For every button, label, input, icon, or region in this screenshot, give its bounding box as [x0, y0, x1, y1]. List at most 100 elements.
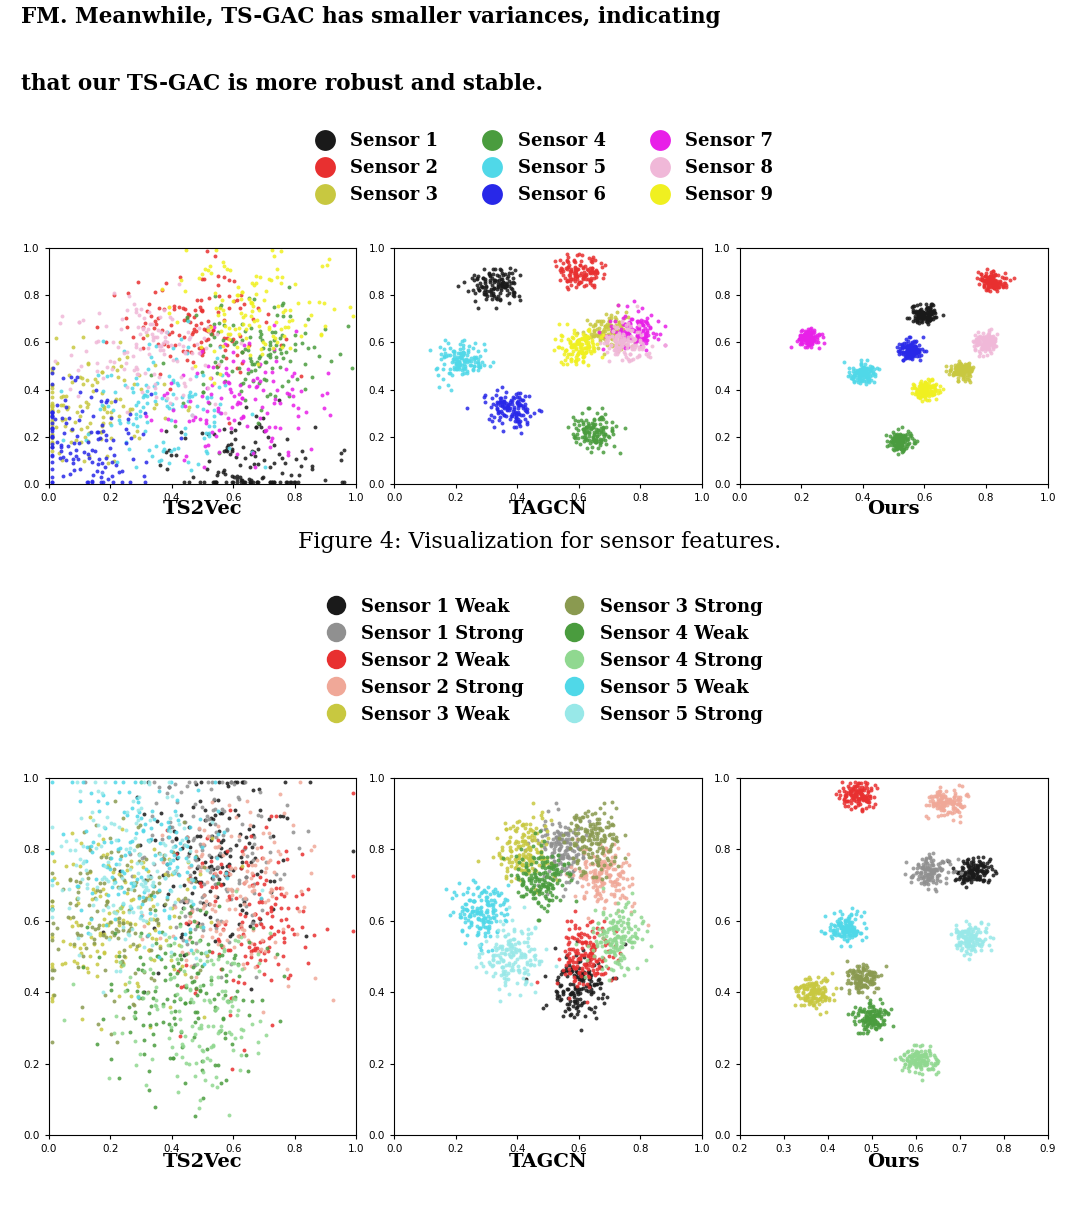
Point [76, 851, 93, 870]
Point [496, 277, 513, 296]
Point [567, 347, 584, 367]
Point [602, 865, 619, 885]
Point [923, 305, 941, 324]
Point [595, 911, 612, 930]
Point [603, 335, 620, 355]
Point [215, 255, 232, 275]
Point [611, 866, 629, 886]
Point [252, 267, 269, 287]
Point [594, 860, 611, 880]
Point [180, 871, 198, 891]
Point [917, 851, 934, 870]
Point [960, 950, 977, 969]
Point [558, 872, 576, 892]
Point [581, 830, 598, 849]
Point [599, 858, 617, 877]
Point [43, 433, 60, 453]
Point [231, 358, 248, 378]
Point [265, 832, 282, 852]
Point [961, 930, 978, 950]
Point [163, 309, 180, 328]
Point [961, 858, 978, 877]
Point [894, 430, 912, 449]
Point [467, 347, 484, 367]
Point [210, 305, 227, 324]
Point [967, 926, 984, 945]
Point [849, 978, 866, 997]
Point [106, 451, 123, 471]
Point [243, 361, 260, 380]
Point [562, 820, 579, 840]
Point [606, 325, 623, 345]
Point [122, 852, 139, 871]
Point [957, 929, 974, 949]
Point [945, 788, 962, 807]
Point [893, 428, 910, 448]
Point [179, 312, 197, 332]
Point [976, 266, 994, 286]
Point [204, 809, 221, 829]
Point [195, 836, 213, 855]
Point [564, 344, 581, 363]
Point [568, 961, 585, 980]
Point [548, 860, 565, 880]
Point [525, 883, 542, 903]
Point [981, 321, 998, 340]
Point [594, 425, 611, 444]
Point [608, 874, 625, 893]
Point [98, 402, 116, 421]
Point [959, 786, 976, 806]
Point [566, 991, 583, 1010]
Point [566, 260, 583, 280]
Point [595, 852, 612, 871]
Point [864, 797, 881, 817]
Point [561, 920, 578, 939]
Point [98, 392, 116, 411]
Point [554, 981, 571, 1001]
Point [565, 269, 582, 288]
Point [959, 923, 976, 943]
Point [102, 842, 119, 862]
Point [231, 467, 248, 486]
Point [103, 974, 120, 993]
Point [634, 322, 651, 341]
Point [893, 335, 910, 355]
Point [825, 991, 842, 1010]
Point [559, 853, 577, 872]
Point [259, 891, 276, 910]
Point [978, 270, 996, 289]
Point [247, 378, 265, 397]
Point [483, 940, 500, 960]
Point [946, 862, 963, 881]
Point [272, 344, 289, 363]
Point [863, 1014, 880, 1033]
Point [584, 316, 602, 335]
Point [460, 917, 477, 937]
Point [863, 972, 880, 991]
Point [557, 350, 575, 369]
Point [853, 930, 870, 950]
Point [568, 266, 585, 286]
Point [448, 358, 465, 378]
Point [971, 329, 988, 348]
Point [146, 845, 163, 864]
Point [907, 301, 924, 321]
Point [599, 865, 617, 885]
Point [976, 277, 994, 296]
Point [247, 273, 265, 293]
Point [577, 955, 594, 974]
Point [126, 1008, 144, 1027]
Point [968, 924, 985, 944]
Point [494, 413, 511, 432]
Point [629, 311, 646, 330]
Point [262, 271, 280, 290]
Point [611, 333, 629, 352]
Point [594, 878, 611, 898]
Point [568, 340, 585, 359]
Point [798, 330, 815, 350]
Point [611, 329, 629, 348]
Point [480, 920, 497, 939]
Point [605, 923, 622, 943]
Point [604, 324, 621, 344]
Point [242, 318, 259, 338]
